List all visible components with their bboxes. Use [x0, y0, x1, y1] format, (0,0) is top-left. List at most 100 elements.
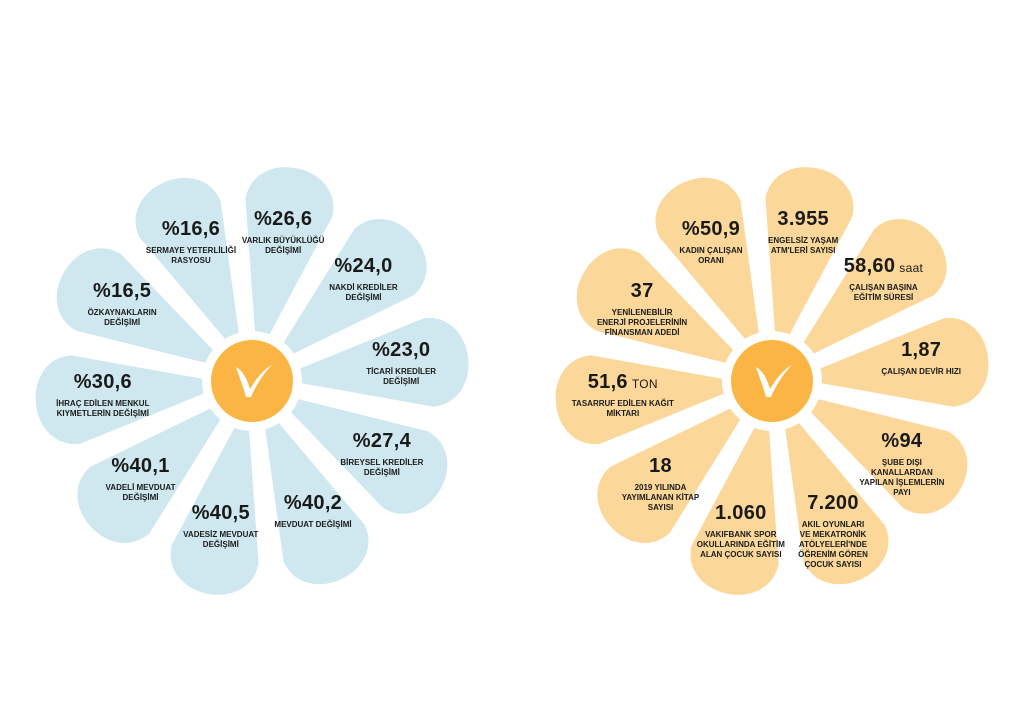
right-petal-text: %50,9 KADIN ÇALIŞAN ORANI — [646, 218, 776, 266]
left-petal — [263, 216, 430, 371]
metric-label: VADELİ MEVDUAT DEĞİŞİMİ — [76, 483, 206, 503]
metric-label-line: 2019 YILINDA — [634, 483, 687, 493]
metric-label-line: SERMAYE YETERLİLİĞİ — [145, 245, 237, 255]
metric-label-line: ALAN ÇOCUK SAYISI — [700, 549, 782, 559]
metric-label-line: MİKTARI — [606, 408, 640, 418]
right-petal — [594, 391, 761, 546]
metric-label-line: PAYI — [893, 488, 911, 497]
metric-label: VARLIK BÜYÜKLÜĞÜ DEĞİŞİMİ — [218, 236, 348, 256]
metric-label-line: DEĞİŞİMİ — [202, 539, 239, 549]
metric-label-line: SAYISI — [647, 503, 674, 513]
left-petal — [53, 245, 238, 374]
metric-label-line: TİCARİ KREDİLER — [366, 367, 437, 377]
right-petal-text: 58,60 saat ÇALIŞAN BAŞINA EĞİTİM SÜRESİ — [818, 255, 948, 303]
metric-label-line: ÇALIŞAN DEVİR HIZI — [881, 367, 961, 377]
metric-label: KADIN ÇALIŞAN ORANI — [646, 246, 776, 266]
metric-label: NAKDİ KREDİLER DEĞİŞİMİ — [298, 283, 428, 303]
right-petal-text: 51,6 TON TASARRUF EDİLEN KAĞIT MİKTARI — [558, 371, 688, 419]
metric-label-line: YENİLENEBİLİR — [611, 308, 673, 317]
metric-label-line: KADIN ÇALIŞAN — [679, 245, 743, 255]
metric-label-line: DEĞİŞİMİ — [122, 493, 159, 503]
metric-label: 2019 YILINDA YAYIMLANAN KİTAP SAYISI — [596, 483, 726, 513]
metric-label-line: ÇOCUK SAYISI — [804, 560, 862, 570]
metric-unit: saat — [899, 260, 924, 275]
metric-value: %24,0 — [334, 254, 393, 277]
right-petal-text: 1,87 ÇALIŞAN DEVİR HIZI — [856, 339, 986, 377]
metric-value: %40,5 — [191, 501, 250, 524]
metric-label-line: FİNANSMAN ADEDİ — [604, 328, 680, 337]
metric-value: 3.955 — [777, 208, 829, 231]
metric-value: 1.060 — [715, 501, 767, 524]
metric-label-line: OKULLARINDA EĞİTİM — [696, 539, 785, 549]
left-petal — [132, 174, 247, 367]
metric-label-line: VARLIK BÜYÜKLÜĞÜ — [241, 236, 325, 246]
vakifbank-v-logo-icon — [236, 365, 272, 397]
left-center-logo-disc — [211, 340, 293, 422]
metric-label: MEVDUAT DEĞİŞİMİ — [248, 520, 378, 530]
metric-value: 58,60 saat — [843, 254, 924, 277]
metric-label-line: ATÖLYELERİ'NDE — [798, 540, 868, 550]
metric-value: %26,6 — [254, 208, 313, 231]
right-petal-text: 37 YENİLENEBİLİR ENERJİ PROJELERİNİN FİNANS… — [577, 280, 707, 338]
right-petal-text: 3.955 ENGELSİZ YAŞAM ATM'LERİ SAYISI — [738, 208, 868, 256]
metric-label-line: DEĞİŞİMİ — [345, 292, 382, 302]
right-petal-text: 18 2019 YILINDA YAYIMLANAN KİTAP SAYISI — [596, 455, 726, 513]
metric-value: %50,9 — [681, 217, 741, 240]
metric-label-line: AKIL OYUNLARI — [801, 520, 865, 530]
metric-label-line: MEVDUAT DEĞİŞİMİ — [274, 520, 352, 530]
metric-label: VADESİZ MEVDUAT DEĞİŞİMİ — [156, 530, 286, 550]
right-petal — [783, 216, 950, 371]
metric-value: %27,4 — [352, 430, 411, 452]
left-petal — [257, 395, 372, 588]
vakifbank-v-logo-icon — [756, 365, 792, 397]
metric-label-line: TASARRUF EDİLEN KAĞIT — [571, 398, 674, 408]
metric-label-line: ŞUBE DIŞI — [881, 458, 922, 467]
metric-value: %16,5 — [92, 280, 152, 302]
right-petal — [788, 315, 992, 410]
left-petal — [266, 388, 451, 517]
metric-label-line: VADESİZ MEVDUAT — [183, 529, 259, 539]
metric-label-line: YAYIMLANAN KİTAP — [621, 493, 700, 503]
metric-label-line: ÖZKAYNAKLARIN — [87, 308, 157, 317]
metric-label: AKIL OYUNLARI VE MEKATRONİK ATÖLYELERİ'NDE… — [768, 520, 898, 570]
left-petal — [167, 397, 262, 598]
metric-label: ÇALIŞAN BAŞINA EĞİTİM SÜRESİ — [818, 283, 948, 303]
metric-label: ÇALIŞAN DEVİR HIZI — [856, 367, 986, 377]
right-petal-text: 1.060 VAKIFBANK SPOR OKULLARINDA EĞİTİM ALA… — [676, 502, 806, 560]
right-petal — [786, 388, 971, 517]
metric-label: BİREYSEL KREDİLER DEĞİŞİMİ — [317, 458, 447, 478]
left-petal-text: %16,6 SERMAYE YETERLİLİĞİ RASYOSU — [126, 218, 256, 266]
metric-label-line: ENERJİ PROJELERİNİN — [596, 318, 688, 327]
metric-value: %40,2 — [283, 492, 343, 515]
metric-label: ÖZKAYNAKLARIN DEĞİŞİMİ — [57, 308, 187, 328]
metric-value: %40,1 — [111, 455, 170, 478]
metric-label: ENGELSİZ YAŞAM ATM'LERİ SAYISI — [738, 236, 868, 256]
metric-label-line: YAPILAN İŞLEMLERİN — [859, 478, 945, 487]
metric-label-line: VADELİ MEVDUAT — [105, 483, 176, 493]
metric-label-line: VAKIFBANK SPOR — [705, 529, 777, 539]
left-petal-text: %40,1 VADELİ MEVDUAT DEĞİŞİMİ — [76, 455, 206, 503]
metric-label-line: DEĞİŞİMİ — [104, 318, 141, 327]
left-petal — [32, 352, 236, 447]
metric-label-line: NAKDİ KREDİLER — [329, 282, 398, 292]
right-petal-text: 7.200 AKIL OYUNLARI VE MEKATRONİK ATÖLYELER… — [768, 492, 898, 570]
metric-label-line: RASYOSU — [171, 255, 211, 265]
metric-label-line: ÇALIŞAN BAŞINA — [849, 282, 918, 292]
metric-label: İHRAÇ EDİLEN MENKUL KIYMETLERİN DEĞİŞİMİ — [38, 399, 168, 419]
right-petal — [777, 395, 892, 588]
right-center-logo-disc — [731, 340, 813, 422]
metric-label-line: ATM'LERİ SAYISI — [770, 246, 836, 256]
left-petal-text: %27,4 BİREYSEL KREDİLER DEĞİŞİMİ — [317, 430, 447, 478]
right-petal — [552, 352, 756, 447]
left-petal-text: %26,6 VARLIK BÜYÜKLÜĞÜ DEĞİŞİMİ — [218, 208, 348, 256]
right-petal-text: %94 ŞUBE DIŞI KANALLARDAN YAPILAN İŞLEMLERİ… — [837, 430, 967, 498]
metric-label: VAKIFBANK SPOR OKULLARINDA EĞİTİM ALAN ÇOC… — [676, 530, 806, 560]
metric-label-line: BİREYSEL KREDİLER — [340, 458, 424, 467]
metric-value: %94 — [881, 430, 923, 452]
right-petal — [687, 397, 782, 598]
metric-unit: TON — [631, 376, 658, 391]
